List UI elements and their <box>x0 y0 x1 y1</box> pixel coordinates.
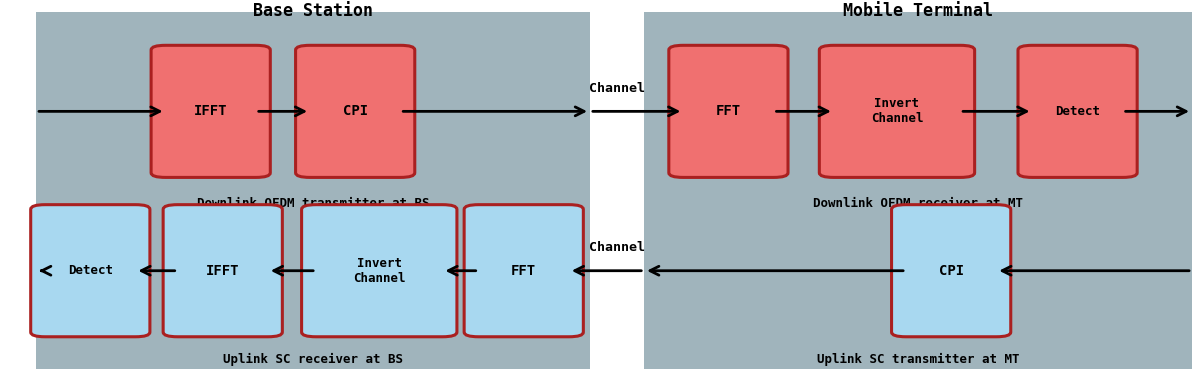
Text: IFFT: IFFT <box>206 264 240 278</box>
FancyBboxPatch shape <box>819 45 975 177</box>
Text: FFT: FFT <box>716 104 740 118</box>
FancyBboxPatch shape <box>150 45 270 177</box>
Text: Downlink OFDM receiver at MT: Downlink OFDM receiver at MT <box>813 197 1023 210</box>
FancyBboxPatch shape <box>891 205 1011 337</box>
FancyBboxPatch shape <box>301 205 458 337</box>
Text: Detect: Detect <box>1055 105 1100 118</box>
FancyBboxPatch shape <box>31 205 149 337</box>
Text: CPI: CPI <box>343 104 367 118</box>
Text: Base Station: Base Station <box>253 2 373 20</box>
Text: CPI: CPI <box>939 264 963 278</box>
FancyBboxPatch shape <box>465 205 584 337</box>
Text: Downlink OFDM transmitter at BS: Downlink OFDM transmitter at BS <box>196 197 430 210</box>
Text: Channel: Channel <box>589 82 645 95</box>
Text: Uplink SC receiver at BS: Uplink SC receiver at BS <box>223 353 403 366</box>
FancyBboxPatch shape <box>644 12 1192 369</box>
Text: Detect: Detect <box>67 264 113 277</box>
Text: Mobile Terminal: Mobile Terminal <box>843 2 993 20</box>
FancyBboxPatch shape <box>36 12 590 369</box>
Text: Invert
Channel: Invert Channel <box>870 98 923 125</box>
FancyBboxPatch shape <box>1019 45 1138 177</box>
FancyBboxPatch shape <box>669 45 787 177</box>
FancyBboxPatch shape <box>163 205 282 337</box>
Text: IFFT: IFFT <box>194 104 228 118</box>
FancyBboxPatch shape <box>296 45 414 177</box>
Text: Uplink SC transmitter at MT: Uplink SC transmitter at MT <box>816 353 1020 366</box>
Text: Invert
Channel: Invert Channel <box>353 257 406 285</box>
Text: FFT: FFT <box>512 264 536 278</box>
Text: Channel: Channel <box>589 241 645 254</box>
